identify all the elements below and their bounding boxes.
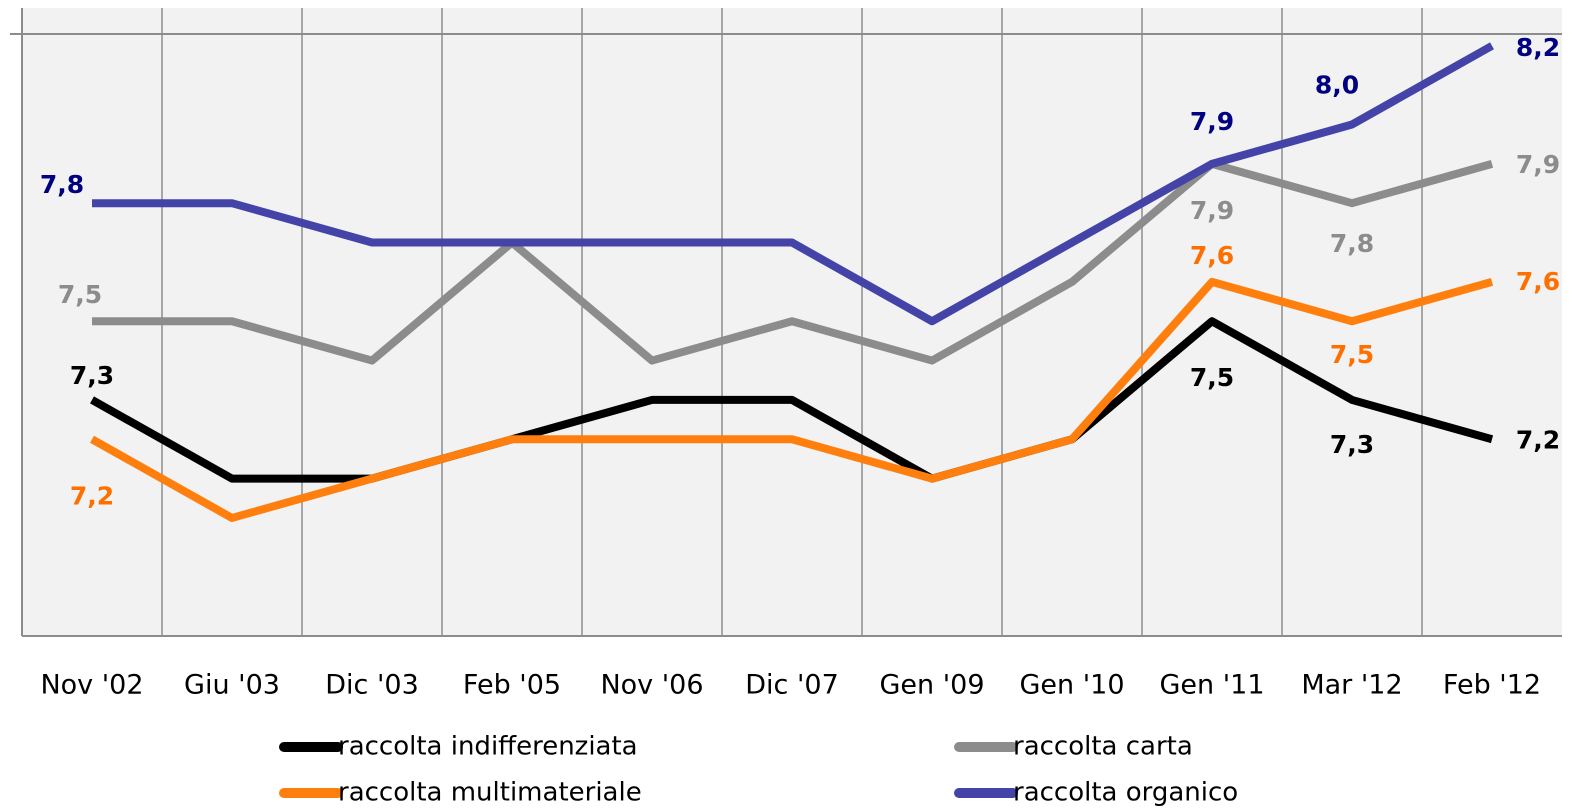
x-tick-label: Nov '02	[40, 670, 143, 701]
x-tick-label: Feb '12	[1443, 670, 1541, 701]
data-label: 7,5	[1330, 340, 1374, 369]
legend-label: raccolta multimateriale	[338, 778, 642, 808]
data-label: 7,2	[70, 481, 114, 510]
data-label: 7,9	[1190, 196, 1234, 225]
data-label: 7,5	[58, 280, 102, 309]
x-tick-label: Gen '09	[879, 670, 984, 701]
data-label: 7,9	[1516, 150, 1560, 179]
data-label: 7,3	[1330, 430, 1374, 459]
data-label: 8,2	[1516, 33, 1560, 62]
data-label: 7,8	[40, 170, 84, 199]
data-label: 7,6	[1190, 241, 1234, 270]
x-tick-label: Gen '11	[1159, 670, 1264, 701]
x-tick-label: Dic '03	[325, 670, 419, 701]
legend-label: raccolta carta	[1013, 732, 1193, 762]
x-tick-label: Gen '10	[1019, 670, 1124, 701]
series-line	[92, 159, 1494, 365]
series-line	[90, 277, 1494, 522]
series-line	[90, 317, 1494, 483]
data-label: 7,6	[1516, 267, 1560, 296]
data-label: 7,3	[70, 361, 114, 390]
data-label: 7,9	[1190, 107, 1234, 136]
x-tick-label: Giu '03	[184, 670, 280, 701]
legend-label: raccolta indifferenziata	[338, 732, 638, 762]
x-tick-label: Nov '06	[600, 670, 703, 701]
data-label: 7,2	[1516, 425, 1560, 454]
data-label: 8,0	[1315, 70, 1359, 99]
x-tick-label: Feb '05	[463, 670, 561, 701]
data-label: 7,8	[1330, 229, 1374, 258]
data-label: 7,5	[1190, 363, 1234, 392]
series-line	[92, 42, 1494, 326]
legend-label: raccolta organico	[1013, 778, 1238, 808]
x-tick-label: Dic '07	[745, 670, 839, 701]
x-tick-label: Mar '12	[1301, 670, 1402, 701]
